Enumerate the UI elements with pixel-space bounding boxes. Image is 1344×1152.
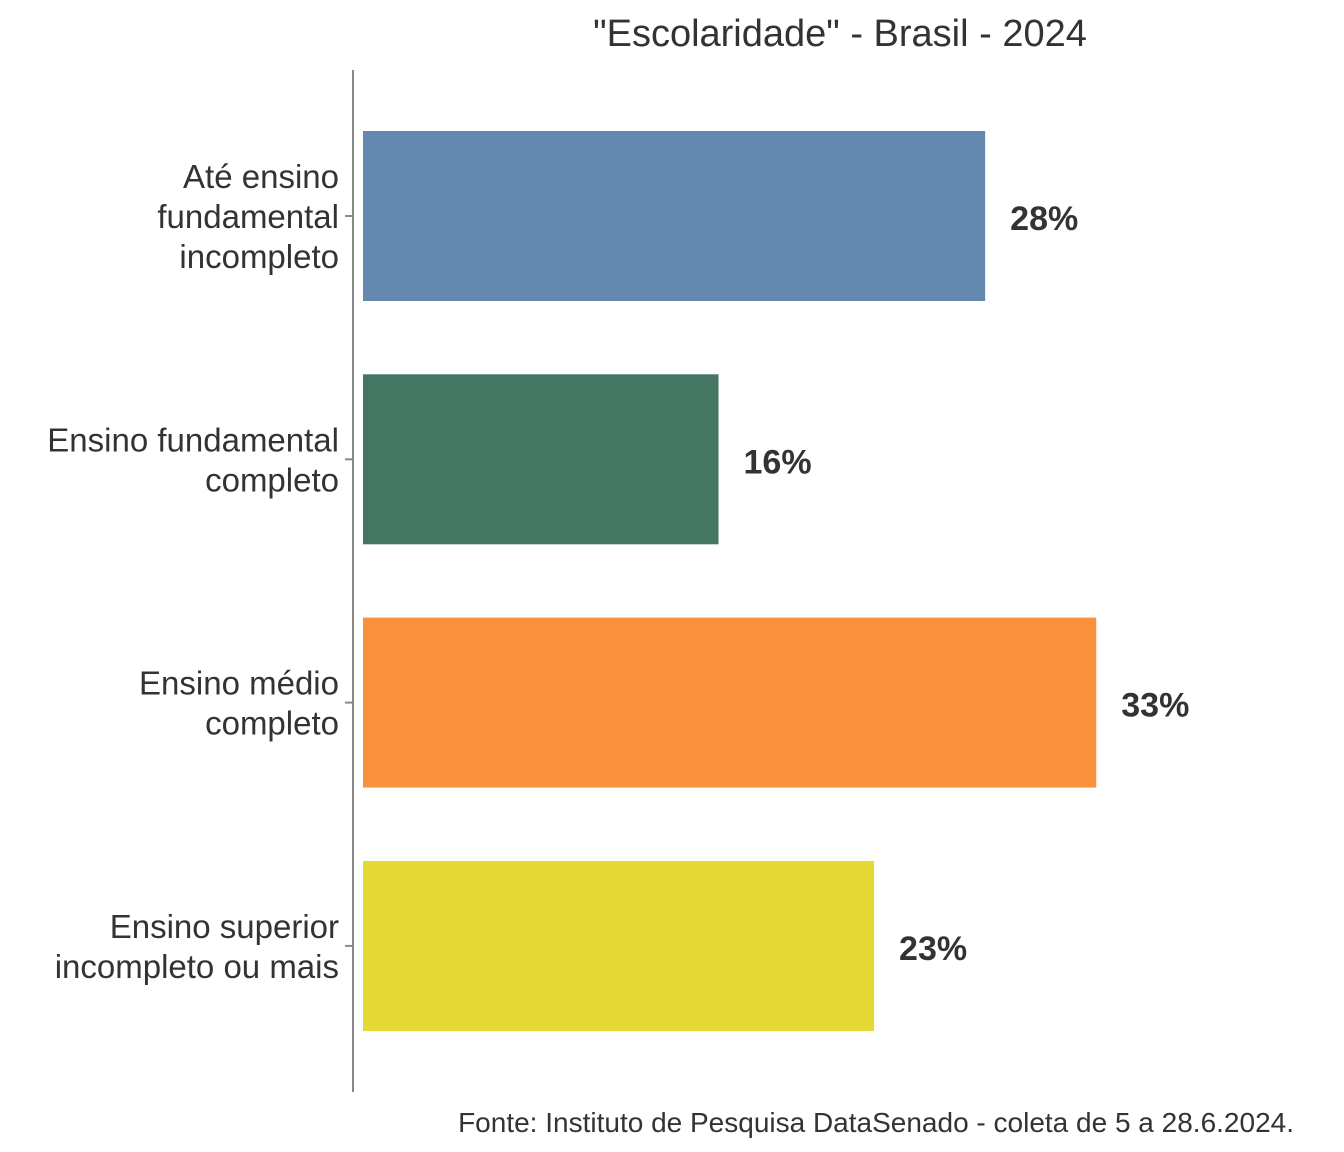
- category-label-line: incompleto: [179, 238, 339, 275]
- source-caption: Fonte: Instituto de Pesquisa DataSenado …: [458, 1107, 1294, 1138]
- category-label-ensino-medio-completo: Ensino médio completo: [139, 665, 339, 742]
- value-label-ate-ensino-fundamental-incompleto: 28%: [1010, 200, 1078, 238]
- bar-ensino-medio-completo: [363, 617, 1097, 788]
- bar-ensino-superior-incompleto-ou-mais: [363, 860, 875, 1031]
- category-label-line: incompleto ou mais: [55, 948, 339, 985]
- value-label-ensino-superior-incompleto-ou-mais: 23%: [899, 930, 967, 968]
- category-label-line: completo: [205, 461, 339, 498]
- category-label-ensino-superior-incompleto-ou-mais: Ensino superior incompleto ou mais: [55, 908, 339, 985]
- category-label-line: fundamental: [157, 198, 339, 235]
- category-label-line: Ensino superior: [110, 908, 339, 945]
- value-label-ensino-medio-completo: 33%: [1121, 687, 1189, 725]
- chart-title: "Escolaridade" - Brasil - 2024: [593, 13, 1087, 55]
- category-label-line: Ensino fundamental: [47, 421, 339, 458]
- category-label-line: Ensino médio: [139, 665, 339, 702]
- bar-ensino-fundamental-completo: [363, 374, 719, 545]
- bars-group: Até ensino fundamental incompleto 28% Ensino…: [47, 131, 1189, 1031]
- category-label-ate-ensino-fundamental-incompleto: Até ensino fundamental incompleto: [157, 158, 339, 275]
- category-label-ensino-fundamental-completo: Ensino fundamental completo: [47, 421, 339, 498]
- bar-ate-ensino-fundamental-incompleto: [363, 131, 986, 301]
- value-label-ensino-fundamental-completo: 16%: [744, 443, 812, 481]
- category-label-line: completo: [205, 705, 339, 742]
- category-label-line: Até ensino: [183, 158, 339, 195]
